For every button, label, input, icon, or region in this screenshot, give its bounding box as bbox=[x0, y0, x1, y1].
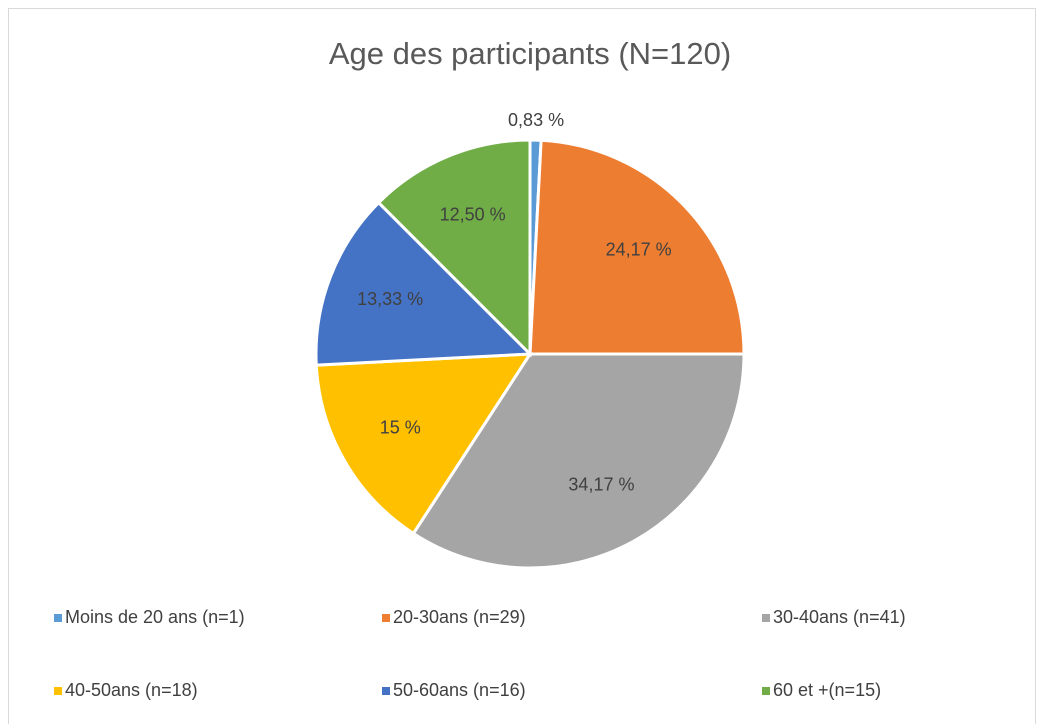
legend-swatch bbox=[762, 614, 770, 622]
data-label: 34,17 % bbox=[568, 474, 634, 494]
pie-slice bbox=[528, 138, 746, 356]
legend-label: 30-40ans (n=41) bbox=[773, 607, 906, 627]
legend-label: 20-30ans (n=29) bbox=[393, 607, 526, 627]
legend-swatch bbox=[382, 687, 390, 695]
legend-label: 60 et +(n=15) bbox=[773, 680, 881, 700]
data-label: 12,50 % bbox=[440, 204, 506, 224]
data-label: 24,17 % bbox=[606, 240, 672, 260]
legend-label: 40-50ans (n=18) bbox=[65, 680, 198, 700]
pie-slice bbox=[314, 352, 533, 536]
pie-slice bbox=[314, 200, 534, 367]
legend-swatch bbox=[54, 687, 62, 695]
chart-title: Age des participants (N=120) bbox=[329, 36, 731, 71]
legend-swatch bbox=[762, 687, 770, 695]
legend-swatch bbox=[54, 614, 62, 622]
legend-label: 50-60ans (n=16) bbox=[393, 680, 526, 700]
pie-slice bbox=[376, 138, 532, 358]
data-label: 0,83 % bbox=[508, 110, 564, 130]
data-label: 13,33 % bbox=[357, 289, 423, 309]
data-label: 15 % bbox=[380, 418, 421, 438]
legend-label: Moins de 20 ans (n=1) bbox=[65, 607, 245, 627]
legend-swatch bbox=[382, 614, 390, 622]
